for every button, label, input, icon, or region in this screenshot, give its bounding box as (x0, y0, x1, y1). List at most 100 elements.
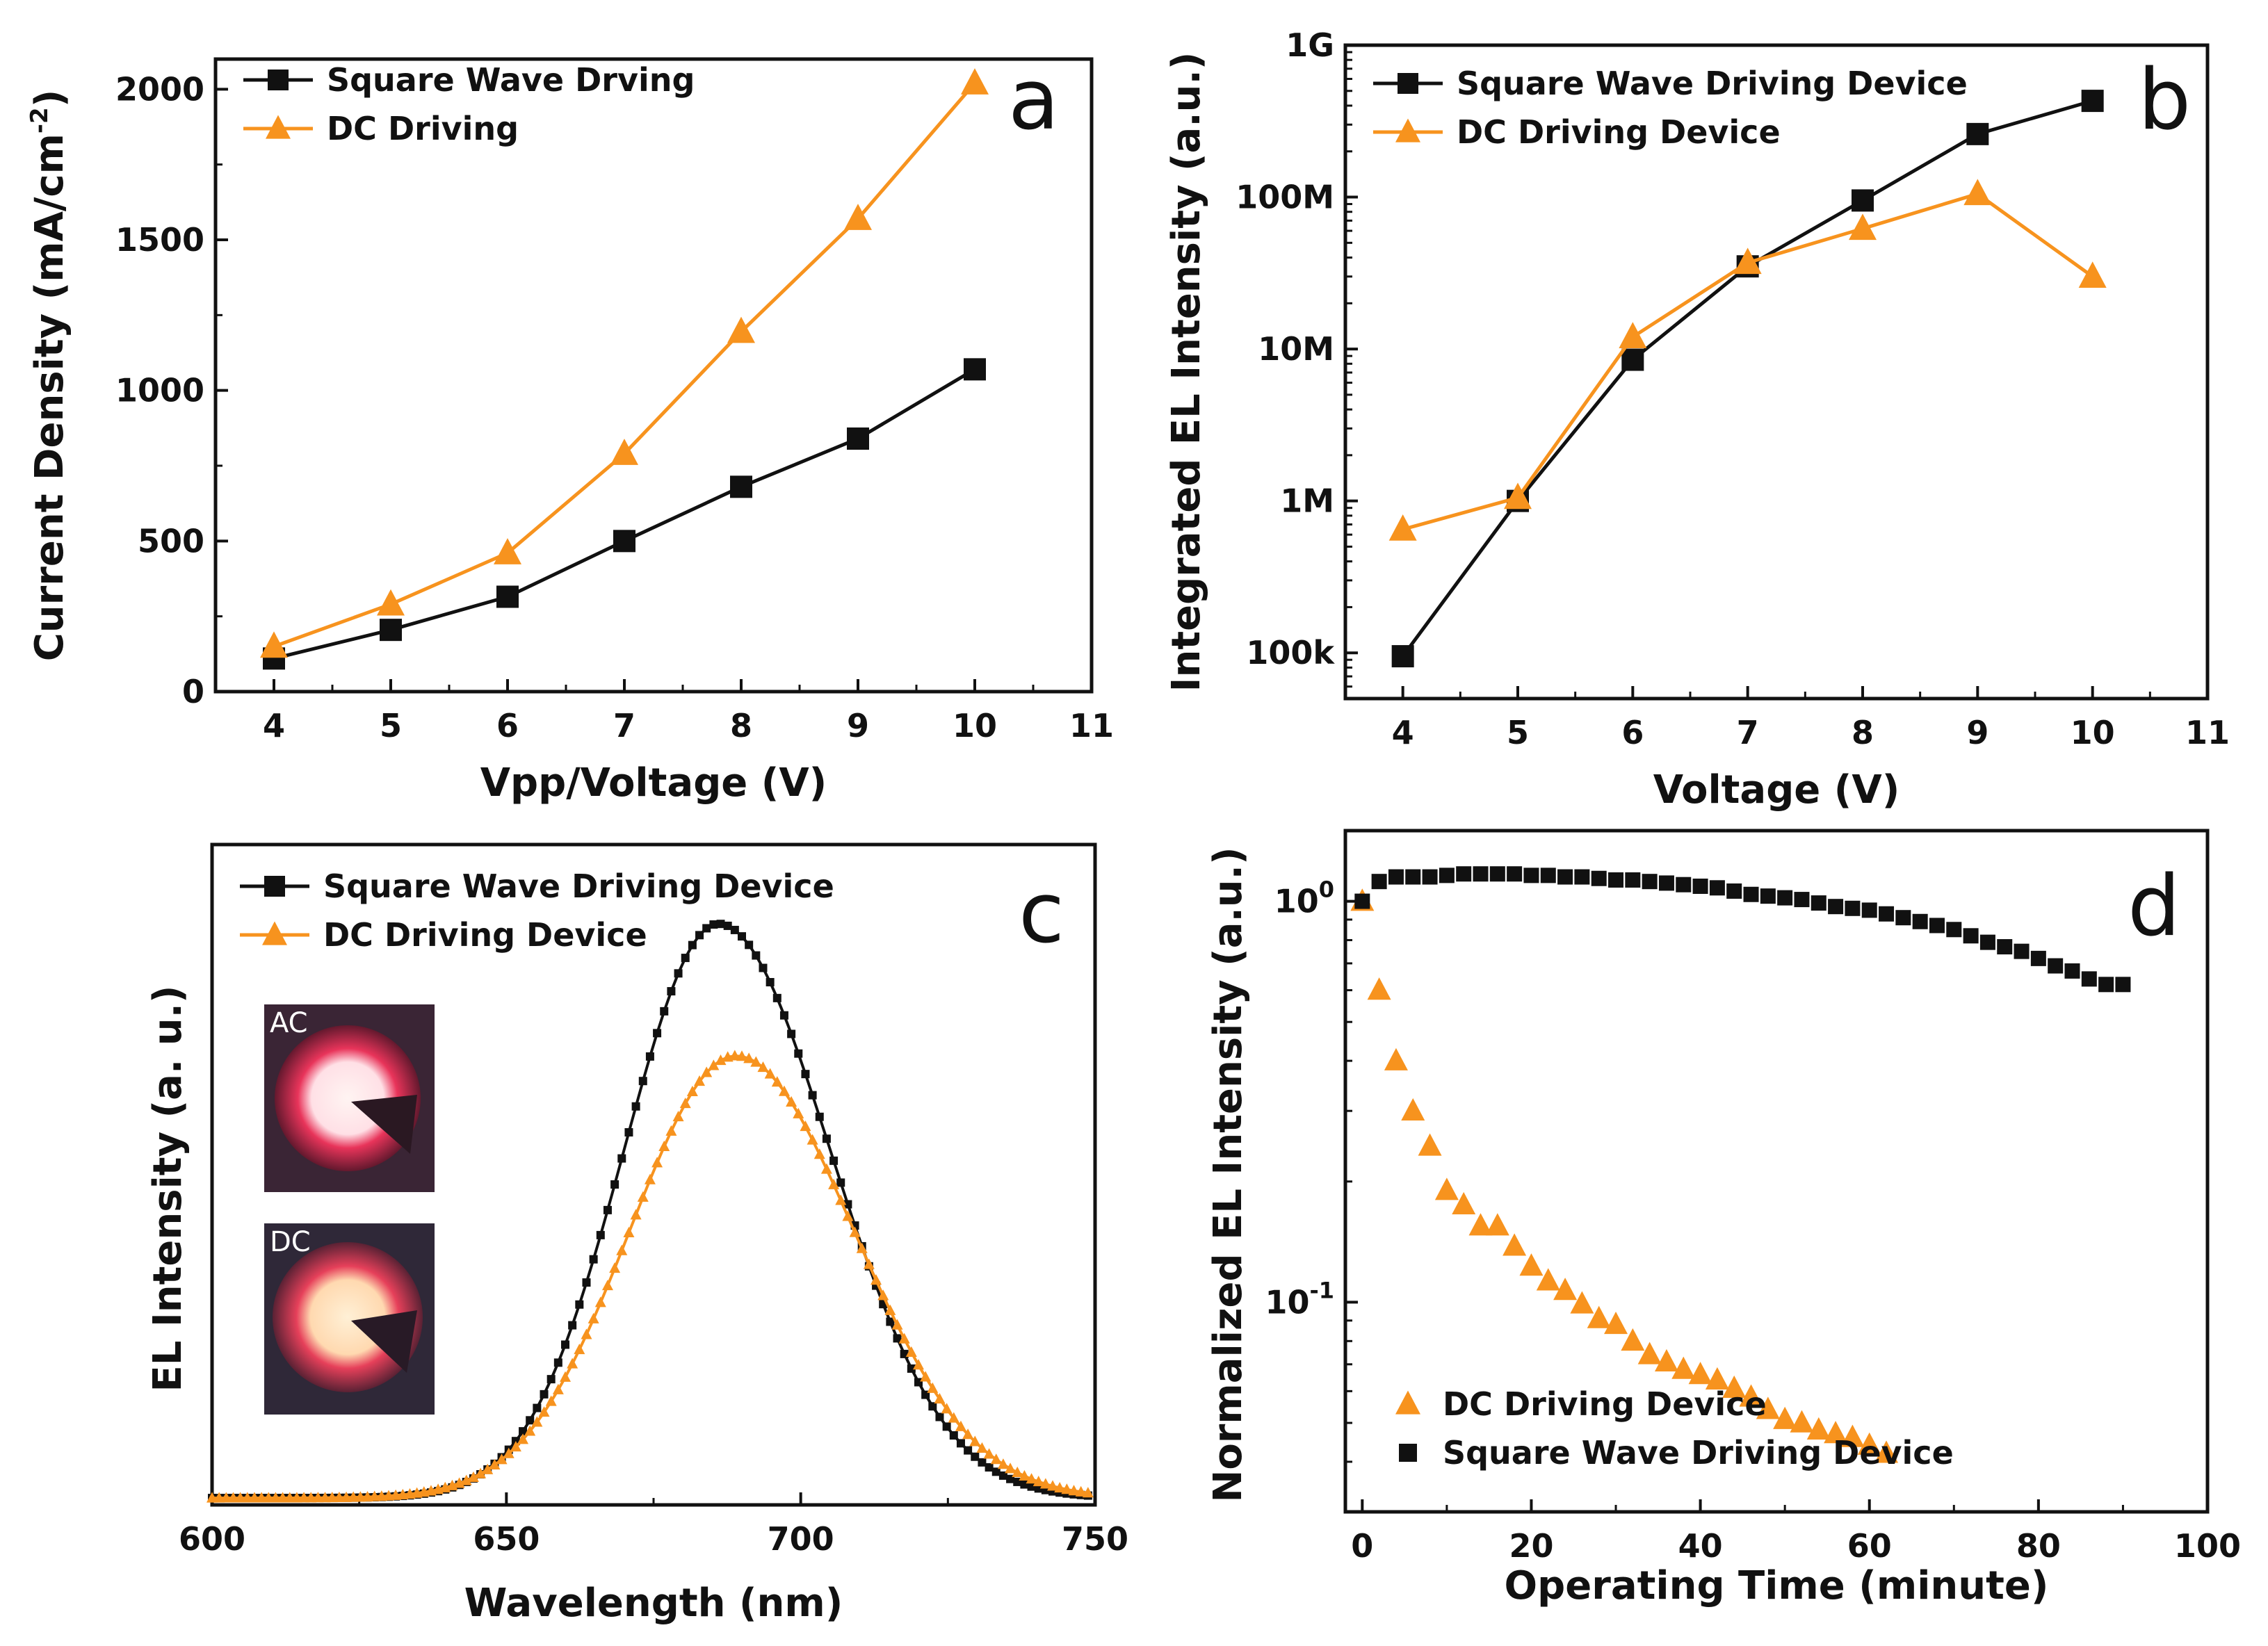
data-point-d (1828, 899, 1844, 915)
spectrum-point-c (949, 1431, 958, 1440)
spectrum-point-c (815, 1112, 824, 1121)
legend-b: Square Wave Driving Device DC Driving Dev… (1373, 65, 1968, 151)
data-point-b (1966, 122, 1989, 145)
spectrum-point-c (964, 1446, 973, 1455)
data-point-d (1824, 1421, 1848, 1444)
spectrum-point-c (757, 1061, 769, 1073)
spectrum-point-c (333, 1491, 345, 1502)
legend-marker-b (1398, 73, 1418, 94)
data-point-d (1705, 1367, 1729, 1390)
y-tick-label-a: 500 (138, 522, 204, 560)
panel-label-a: a (1008, 52, 1060, 149)
data-point-d (1637, 1342, 1662, 1364)
spectrum-point-c (771, 1076, 783, 1087)
x-tick-label-a: 11 (1069, 707, 1114, 744)
spectrum-point-c (1026, 1473, 1037, 1484)
spectrum-point-c (603, 1205, 612, 1214)
spectrum-point-c (743, 1052, 755, 1064)
data-point-d (1439, 867, 1455, 883)
spectrum-point-c (843, 1200, 852, 1209)
spectrum-point-c (1027, 1482, 1036, 1491)
panel-label-b: b (2138, 52, 2191, 149)
spectrum-point-c (752, 951, 761, 960)
spectrum-point-c (589, 1255, 598, 1264)
legend-d: DC Driving Device Square Wave Driving Dev… (1395, 1385, 1954, 1472)
spectrum-point-c (270, 1492, 282, 1503)
panel-c: 600 650 700 750 Wavelength (nm) EL Intensit… (145, 842, 1128, 1626)
spectrum-point-c (808, 1091, 817, 1100)
spectrum-point-c (263, 1492, 275, 1503)
spectrum-point-c (1061, 1483, 1073, 1494)
y-axis-label-d: Normalized EL Intensity (a.u.) (1206, 847, 1251, 1502)
spectrum-point-c (1068, 1485, 1080, 1496)
spectrum-point-c (298, 1492, 310, 1503)
data-point-d (2115, 977, 2131, 993)
spectrum-point-c (807, 1134, 818, 1145)
data-point-d (1773, 1406, 1797, 1429)
data-point-d (1354, 893, 1370, 909)
spectrum-point-c (759, 963, 768, 972)
spectrum-point-c (667, 987, 676, 996)
legend-marker-a (266, 115, 291, 139)
panel-d: 0 20 40 60 80 100 100 10-1 Operating Time (minu… (1206, 829, 2241, 1608)
x-tick-label-d: 0 (1351, 1527, 1373, 1565)
x-tick-label-b: 5 (1507, 714, 1529, 751)
data-point-d (1726, 883, 1742, 899)
spectrum-point-c (616, 1244, 628, 1255)
data-point-d (1604, 1312, 1628, 1335)
spectrum-point-c (828, 1178, 840, 1189)
y-tick-label-a: 0 (182, 673, 204, 710)
ticks-a: 4 5 6 7 8 9 10 11 0 500 1000 1500 2000 (115, 70, 1114, 744)
legend-label-a: Square Wave Drving (327, 61, 695, 99)
series-c (206, 920, 1094, 1503)
spectrum-point-c (526, 1416, 535, 1425)
data-point-d (2098, 977, 2114, 993)
data-point-d (2014, 943, 2030, 959)
spectrum-point-c (660, 1007, 669, 1016)
data-point-d (1574, 869, 1590, 885)
spectrum-point-c (644, 1173, 656, 1184)
legend-label-b: Square Wave Driving Device (1457, 65, 1968, 102)
spectrum-point-c (900, 1349, 909, 1358)
spectrum-point-c (609, 1262, 621, 1273)
data-point-d (1777, 890, 1793, 906)
spectrum-point-c (891, 1319, 903, 1330)
spectrum-point-c (723, 921, 732, 930)
data-point-d (1840, 1424, 1865, 1447)
spectrum-point-c (617, 1154, 626, 1163)
spectrum-point-c (822, 1134, 831, 1143)
legend-marker-c (264, 876, 285, 897)
spectrum-point-c (540, 1390, 549, 1399)
spectrum-point-c (842, 1210, 854, 1221)
x-tick-label-b: 6 (1621, 714, 1644, 751)
y-tick-label-b: 1M (1280, 482, 1334, 520)
data-point-d (1811, 895, 1826, 911)
x-tick-label-a: 4 (263, 707, 285, 744)
data-point-b (1504, 482, 1532, 510)
data-point-a (961, 68, 989, 95)
spectrum-point-c (341, 1491, 353, 1502)
spectrum-point-c (694, 1075, 706, 1086)
series-line-b (1402, 192, 2094, 531)
spectrum-point-c (582, 1278, 591, 1287)
data-point-b (1849, 213, 1877, 241)
spectrum-point-c (489, 1458, 501, 1470)
spectrum-point-c (248, 1492, 260, 1503)
spectrum-point-c (319, 1492, 331, 1503)
y-tick-label-d: 10-1 (1265, 1277, 1334, 1321)
x-tick-label-b: 9 (1966, 714, 1988, 751)
spectrum-point-c (870, 1274, 882, 1285)
inset-ac-photo: AC (264, 1004, 435, 1192)
spectrum-point-c (863, 1258, 875, 1269)
spectrum-point-c (738, 932, 746, 941)
spectrum-point-c (460, 1474, 472, 1485)
data-point-a (610, 439, 638, 465)
x-tick-label-c: 600 (179, 1520, 245, 1558)
spectrum-point-c (893, 1334, 902, 1343)
data-point-d (1658, 875, 1674, 891)
data-point-b (1619, 322, 1647, 348)
spectrum-point-c (905, 1346, 917, 1357)
spectrum-point-c (955, 1420, 966, 1431)
data-point-d (1468, 1213, 1493, 1236)
data-point-d (1739, 1384, 1763, 1407)
